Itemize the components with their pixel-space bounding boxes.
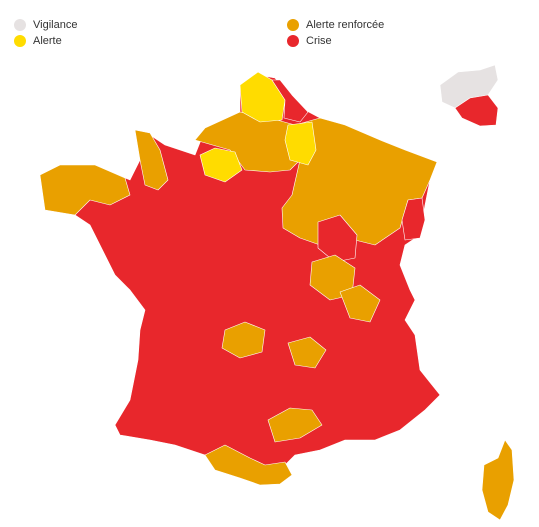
region	[204, 444, 293, 486]
region	[317, 214, 358, 263]
region	[439, 64, 499, 109]
region	[267, 407, 323, 443]
region	[199, 147, 243, 183]
legend-label: Vigilance	[33, 19, 77, 31]
legend-swatch	[14, 19, 26, 31]
region	[39, 164, 131, 216]
region	[287, 336, 327, 369]
region	[401, 197, 426, 241]
region	[221, 321, 266, 359]
legend-label: Crise	[306, 35, 332, 47]
region	[134, 129, 169, 191]
region	[271, 79, 309, 123]
legend-label: Alerte renforcée	[306, 19, 384, 31]
region	[454, 94, 499, 127]
legend-label: Alerte	[33, 35, 62, 47]
regions	[39, 64, 515, 521]
region	[481, 439, 515, 521]
legend-swatch	[14, 35, 26, 47]
legend-swatch	[287, 19, 299, 31]
region	[284, 121, 317, 166]
region	[339, 284, 381, 323]
legend-swatch	[287, 35, 299, 47]
region	[281, 117, 438, 251]
region	[239, 71, 286, 123]
legend: Vigilance Alerte Alerte renforcée Crise	[14, 19, 384, 47]
